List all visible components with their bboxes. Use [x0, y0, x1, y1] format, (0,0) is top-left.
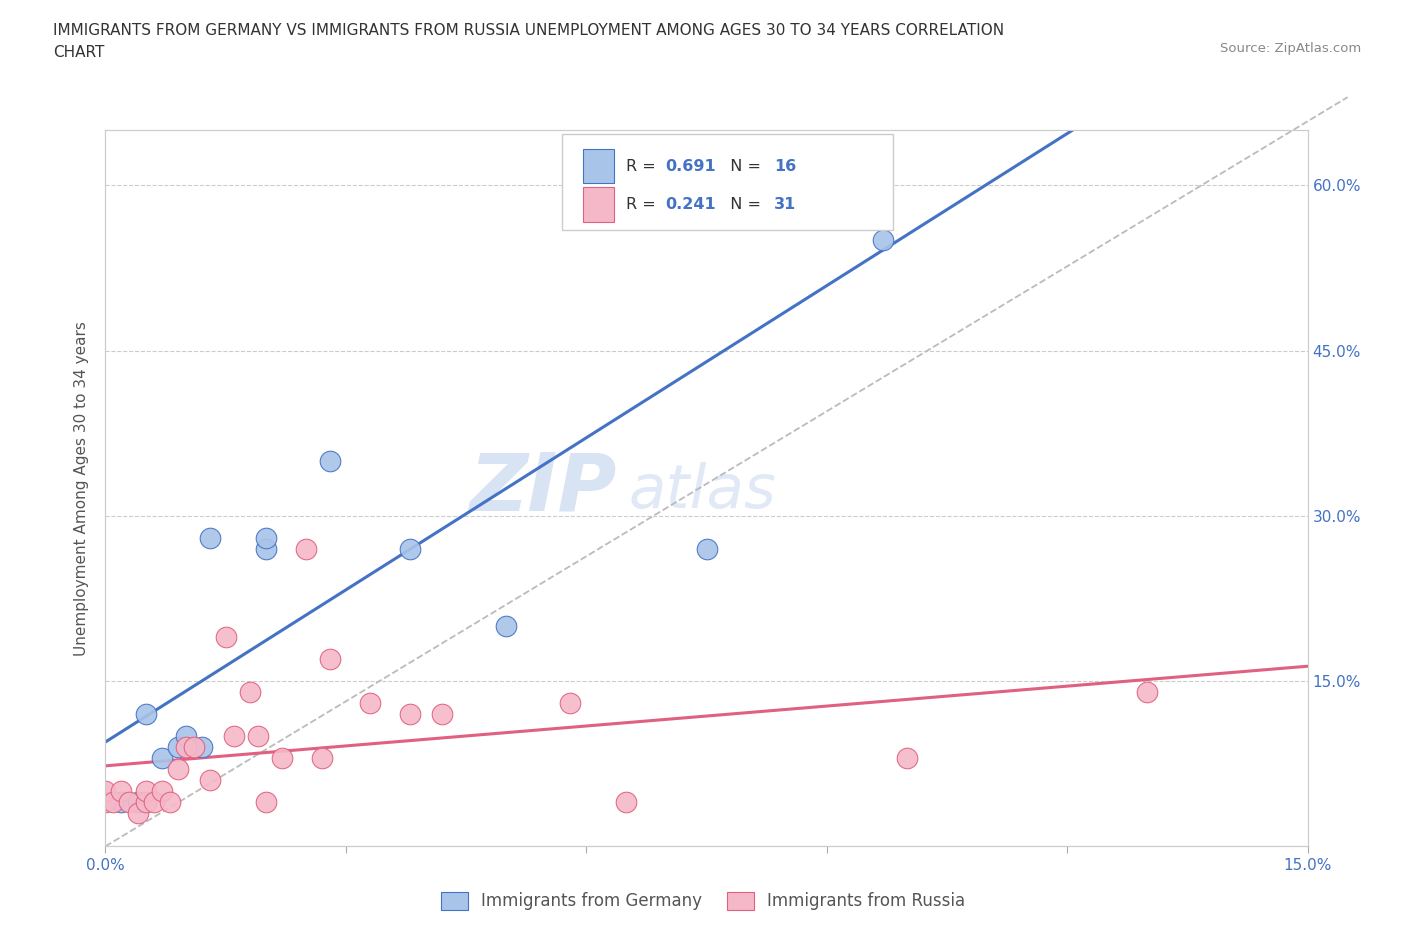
- Point: [190, 739, 212, 754]
- Point: [399, 707, 422, 722]
- FancyBboxPatch shape: [582, 187, 614, 221]
- Point: [118, 795, 141, 810]
- Text: 0.241: 0.241: [665, 197, 716, 212]
- Legend: Immigrants from Germany, Immigrants from Russia: Immigrants from Germany, Immigrants from…: [434, 885, 972, 917]
- Point: [311, 751, 333, 765]
- Point: [166, 762, 188, 777]
- Text: R =: R =: [626, 197, 661, 212]
- Text: atlas: atlas: [628, 462, 776, 522]
- Point: [560, 696, 582, 711]
- Point: [254, 541, 277, 556]
- Point: [135, 795, 157, 810]
- Text: ZIP: ZIP: [470, 449, 616, 527]
- Point: [198, 530, 221, 545]
- Point: [599, 211, 621, 226]
- Point: [319, 453, 342, 468]
- Point: [696, 541, 718, 556]
- Text: 0.691: 0.691: [665, 158, 716, 174]
- Point: [183, 739, 205, 754]
- FancyBboxPatch shape: [582, 149, 614, 183]
- Point: [166, 739, 188, 754]
- Point: [135, 707, 157, 722]
- Point: [616, 795, 638, 810]
- Point: [399, 541, 422, 556]
- Point: [239, 684, 262, 699]
- Text: 31: 31: [773, 197, 796, 212]
- Point: [319, 652, 342, 667]
- Point: [254, 795, 277, 810]
- Point: [94, 784, 117, 799]
- Point: [872, 232, 894, 247]
- Point: [270, 751, 292, 765]
- Point: [127, 805, 149, 820]
- Point: [359, 696, 381, 711]
- Point: [214, 630, 236, 644]
- Point: [150, 784, 173, 799]
- Text: Source: ZipAtlas.com: Source: ZipAtlas.com: [1220, 42, 1361, 55]
- Point: [254, 530, 277, 545]
- Point: [198, 773, 221, 788]
- Point: [896, 751, 918, 765]
- Point: [110, 795, 132, 810]
- Point: [174, 729, 197, 744]
- Point: [103, 795, 125, 810]
- Text: N =: N =: [720, 158, 766, 174]
- Text: 16: 16: [773, 158, 796, 174]
- Point: [222, 729, 245, 744]
- Point: [174, 739, 197, 754]
- Point: [159, 795, 181, 810]
- Point: [142, 795, 165, 810]
- Text: CHART: CHART: [53, 45, 105, 60]
- Point: [150, 751, 173, 765]
- Point: [430, 707, 453, 722]
- Point: [127, 795, 149, 810]
- Text: R =: R =: [626, 158, 661, 174]
- Point: [1136, 684, 1159, 699]
- Point: [246, 729, 269, 744]
- Point: [94, 795, 117, 810]
- Y-axis label: Unemployment Among Ages 30 to 34 years: Unemployment Among Ages 30 to 34 years: [75, 321, 90, 656]
- Point: [295, 541, 318, 556]
- Text: N =: N =: [720, 197, 766, 212]
- Point: [110, 784, 132, 799]
- FancyBboxPatch shape: [562, 134, 893, 231]
- Point: [135, 784, 157, 799]
- Text: IMMIGRANTS FROM GERMANY VS IMMIGRANTS FROM RUSSIA UNEMPLOYMENT AMONG AGES 30 TO : IMMIGRANTS FROM GERMANY VS IMMIGRANTS FR…: [53, 23, 1004, 38]
- Point: [495, 618, 517, 633]
